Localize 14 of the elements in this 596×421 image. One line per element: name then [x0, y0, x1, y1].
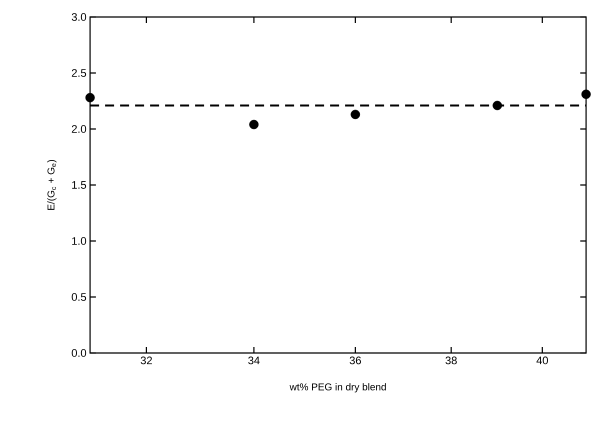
- y-tick-label: 1.5: [72, 181, 86, 189]
- x-axis-title: wt% PEG in dry blend: [290, 383, 386, 392]
- x-tick-label: 34: [248, 356, 260, 364]
- x-tick-label: 36: [350, 356, 361, 364]
- y-tick-label: 0.5: [72, 293, 86, 301]
- y-tick-label: 2.0: [72, 125, 86, 133]
- x-tick-label: 38: [446, 356, 457, 364]
- y-tick-label: 2.5: [72, 69, 86, 77]
- y-tick-label: 1.0: [72, 237, 86, 245]
- x-tick-label: 32: [140, 356, 152, 364]
- x-tick-label: 40: [536, 356, 548, 364]
- y-tick-label: 0.0: [72, 349, 86, 357]
- y-tick-label: 3.0: [72, 13, 86, 21]
- y-axis-title: E/(G$_{c}$ + G$_{e}$): [47, 160, 56, 210]
